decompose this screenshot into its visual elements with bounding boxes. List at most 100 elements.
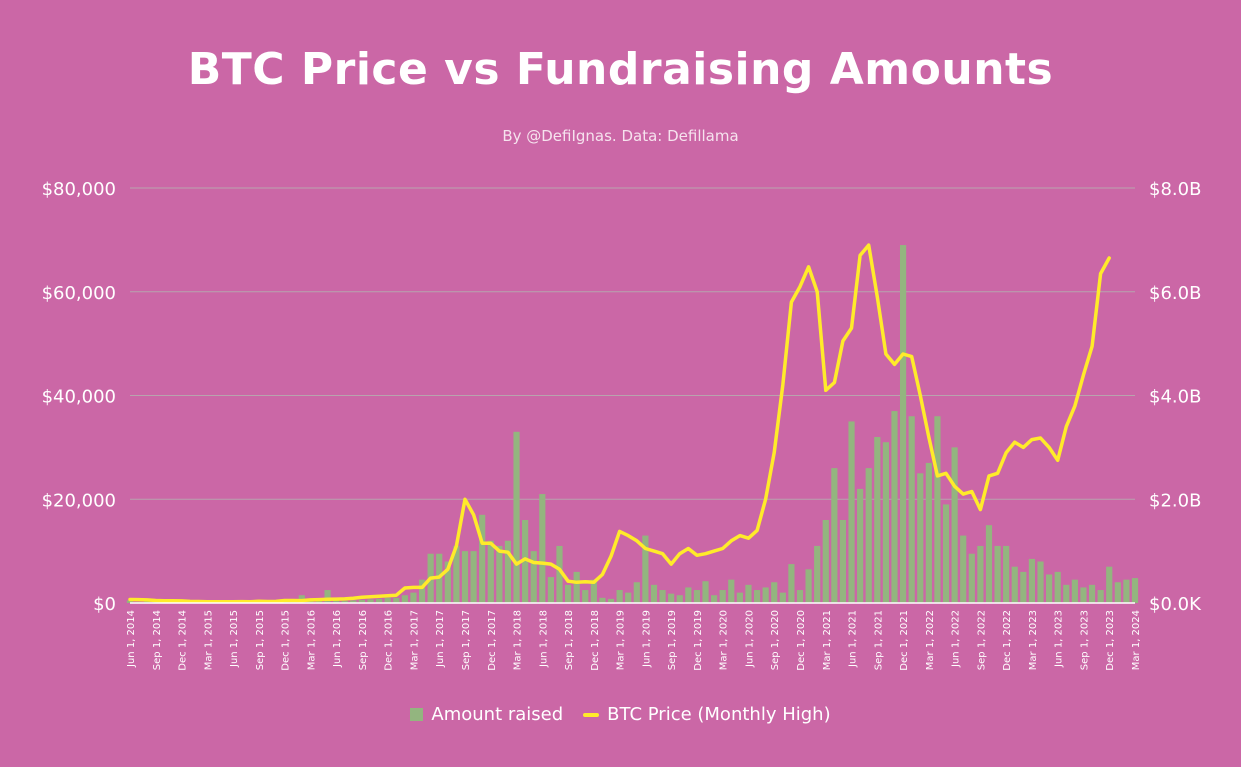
x-tick-label: Dec 1, 2017 xyxy=(487,610,498,671)
x-tick-label: Sep 1, 2022 xyxy=(976,610,987,670)
x-tick-label: Dec 1, 2023 xyxy=(1105,610,1116,671)
bar xyxy=(144,601,151,603)
bar xyxy=(479,514,486,603)
bar xyxy=(693,590,701,603)
bar xyxy=(315,599,323,603)
bar xyxy=(822,520,829,603)
bar xyxy=(487,540,494,603)
bar xyxy=(685,587,692,603)
bar xyxy=(1037,561,1044,603)
bar xyxy=(418,579,426,603)
bar xyxy=(539,494,546,603)
x-tick-label: Jun 1, 2017 xyxy=(435,610,446,668)
bar xyxy=(917,473,924,603)
bar xyxy=(839,520,847,603)
legend-swatch-bar xyxy=(410,708,424,721)
bar xyxy=(874,437,881,603)
bar xyxy=(882,442,889,603)
x-tick-label: Dec 1, 2014 xyxy=(178,610,189,671)
bar xyxy=(1054,571,1061,603)
bar xyxy=(676,595,683,603)
bar xyxy=(556,545,563,603)
bar xyxy=(968,553,975,603)
bar xyxy=(848,421,855,603)
bar xyxy=(908,416,915,603)
y-right-tick-label: $2.0B xyxy=(1149,490,1201,511)
bar xyxy=(857,488,864,603)
bar xyxy=(831,468,838,603)
bar xyxy=(530,551,537,603)
x-tick-label: Jun 1, 2020 xyxy=(744,610,755,668)
gridlines xyxy=(130,187,1135,500)
bar xyxy=(607,598,615,603)
bar xyxy=(564,584,572,603)
bar xyxy=(762,587,769,603)
bar xyxy=(350,600,357,603)
bar xyxy=(642,535,649,603)
y-left-tick-label: $0 xyxy=(93,594,116,615)
bar xyxy=(796,590,804,603)
y-left-tick-label: $80,000 xyxy=(42,179,116,200)
x-tick-label: Sep 1, 2017 xyxy=(461,610,472,670)
bar xyxy=(590,579,597,603)
bar xyxy=(805,569,812,603)
x-tick-label: Jun 1, 2023 xyxy=(1054,610,1065,668)
bar xyxy=(633,582,640,603)
bar xyxy=(925,462,932,603)
x-tick-label: Mar 1, 2023 xyxy=(1028,610,1039,670)
bar xyxy=(307,600,314,603)
bar xyxy=(1071,579,1078,603)
x-tick-label: Mar 1, 2015 xyxy=(203,610,214,670)
bar xyxy=(470,551,477,603)
bar xyxy=(126,600,134,603)
x-tick-label: Dec 1, 2020 xyxy=(796,610,807,671)
y-right-tick-label: $0.0K xyxy=(1149,594,1202,615)
x-tick-label: Mar 1, 2022 xyxy=(925,610,936,670)
x-tick-label: Jun 1, 2022 xyxy=(951,610,962,668)
bar xyxy=(788,564,795,603)
bar xyxy=(702,581,709,603)
chart-subtitle: By @DefiIgnas. Data: Defillama xyxy=(502,127,739,145)
bar xyxy=(1114,582,1121,603)
y-left-tick-label: $60,000 xyxy=(42,283,116,304)
legend-label-amount-raised: Amount raised xyxy=(431,704,564,725)
bar xyxy=(444,561,451,603)
bar xyxy=(453,545,460,603)
bar xyxy=(1020,571,1027,603)
bar xyxy=(951,447,958,603)
bar xyxy=(573,571,580,603)
legend-swatch-line xyxy=(583,712,600,717)
x-tick-label: Mar 1, 2024 xyxy=(1131,610,1142,670)
bar xyxy=(985,525,993,603)
x-tick-label: Mar 1, 2020 xyxy=(719,610,730,670)
x-tick-label: Sep 1, 2015 xyxy=(255,610,266,670)
bar xyxy=(376,598,383,603)
x-tick-label: Mar 1, 2021 xyxy=(822,610,833,670)
bar xyxy=(779,592,786,603)
x-tick-label: Jun 1, 2021 xyxy=(848,610,859,668)
x-tick-label: Sep 1, 2020 xyxy=(770,610,781,670)
bar xyxy=(333,600,340,603)
bar xyxy=(728,579,735,603)
x-tick-label: Sep 1, 2016 xyxy=(358,610,369,670)
bar xyxy=(1080,587,1087,603)
bar xyxy=(960,535,967,603)
bar xyxy=(504,540,512,603)
x-tick-label: Dec 1, 2015 xyxy=(281,610,292,671)
bar xyxy=(1123,579,1130,603)
bar xyxy=(1011,566,1018,603)
bar xyxy=(625,592,632,603)
bar xyxy=(668,593,675,603)
bar xyxy=(1046,574,1053,603)
bar-series-amount-raised xyxy=(126,245,1139,603)
bar xyxy=(496,545,503,603)
bar xyxy=(891,411,898,603)
x-tick-label: Jun 1, 2018 xyxy=(538,610,549,668)
x-tick-label: Sep 1, 2018 xyxy=(564,610,575,670)
y-left-tick-label: $20,000 xyxy=(42,490,116,511)
bar xyxy=(616,590,623,603)
bar xyxy=(865,468,872,603)
x-tick-label: Jun 1, 2019 xyxy=(641,610,652,668)
bar xyxy=(771,582,778,603)
x-tick-label: Mar 1, 2018 xyxy=(513,610,524,670)
